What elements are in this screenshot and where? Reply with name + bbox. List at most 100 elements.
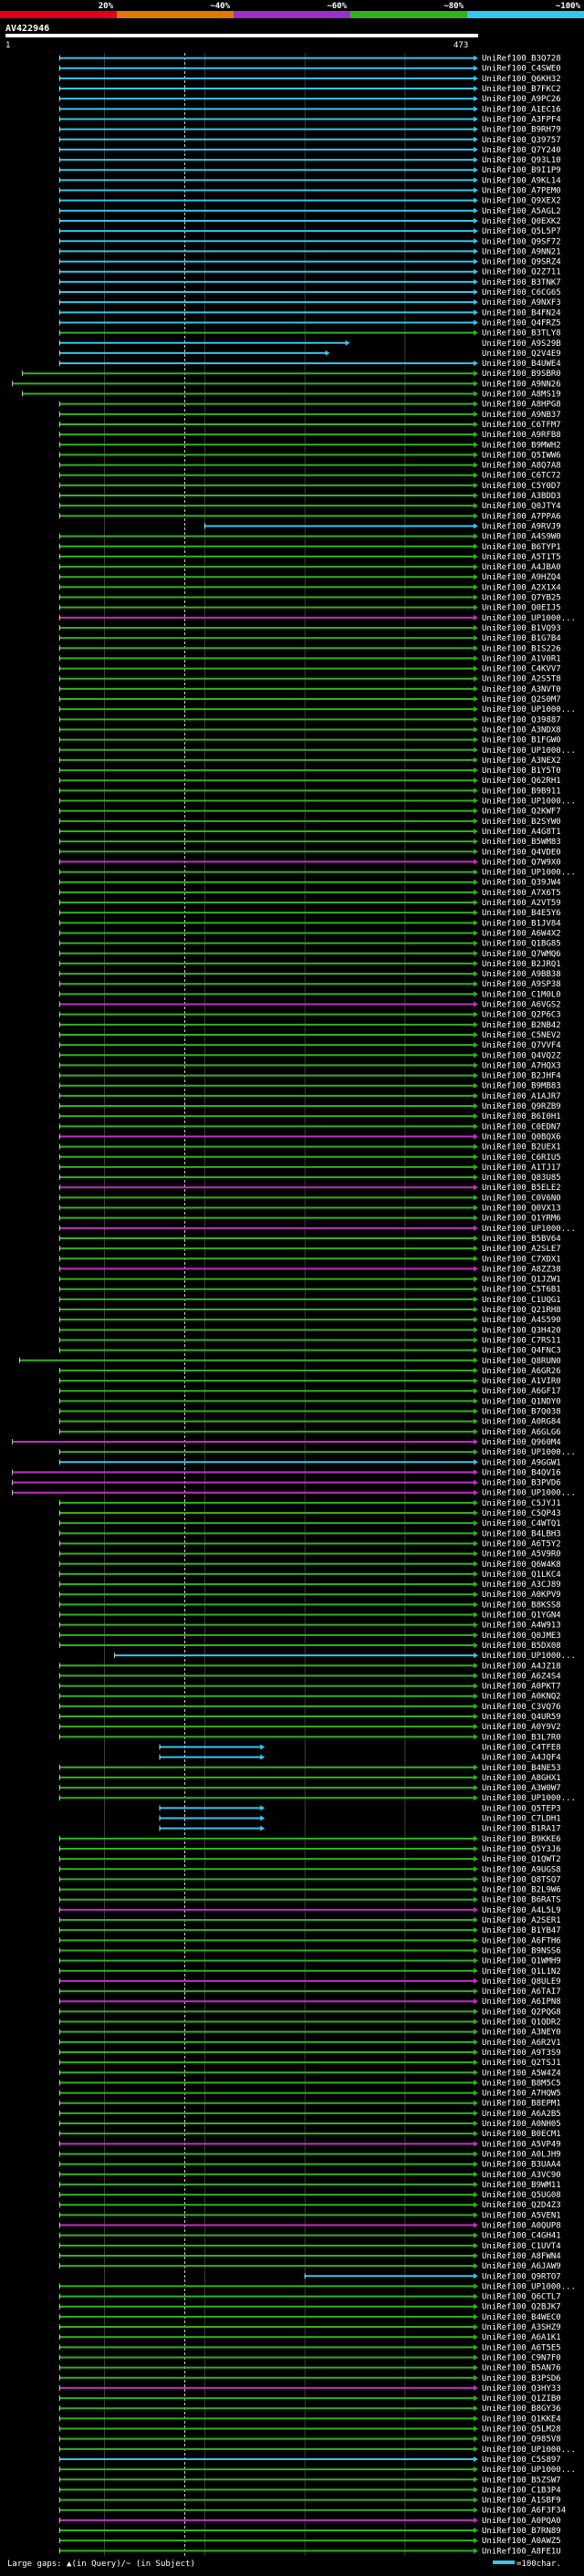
hit-label[interactable]: UniRef100_B1RA17 [482, 1825, 561, 1834]
hit-label[interactable]: UniRef100_B5BV64 [482, 1235, 561, 1244]
hit-label[interactable]: UniRef100_Q9RTO7 [482, 2272, 561, 2281]
hit-row[interactable]: UniRef100_C6TC72 [58, 472, 561, 481]
hit-label[interactable]: UniRef100_Q7Y240 [482, 146, 561, 155]
hit-row[interactable]: UniRef100_A7HQW5 [58, 2090, 561, 2099]
hit-label[interactable]: UniRef100_B9WM11 [482, 2181, 561, 2190]
hit-label[interactable]: UniRef100_A9BB38 [482, 970, 561, 979]
hit-label[interactable]: UniRef100_A1AJR7 [482, 1092, 561, 1101]
hit-label[interactable]: UniRef100_UP1000... [482, 1652, 576, 1661]
hit-label[interactable]: UniRef100_Q1YRM6 [482, 1215, 561, 1224]
hit-row[interactable]: UniRef100_Q2P6C3 [58, 1011, 561, 1020]
hit-label[interactable]: UniRef100_A5W4Z4 [482, 2069, 561, 2078]
hit-row[interactable]: UniRef100_B2SYW0 [58, 818, 561, 827]
hit-label[interactable]: UniRef100_A1VIR0 [482, 1377, 561, 1386]
hit-label[interactable]: UniRef100_C7XDX1 [482, 1255, 561, 1264]
hit-row[interactable]: UniRef100_Q7Y240 [58, 146, 561, 155]
hit-row[interactable]: UniRef100_A1TJ17 [58, 1163, 561, 1173]
hit-label[interactable]: UniRef100_UP1000... [482, 2282, 576, 2291]
hit-label[interactable]: UniRef100_B6TYP1 [482, 543, 561, 552]
hit-label[interactable]: UniRef100_A0RG84 [482, 1418, 561, 1427]
hit-label[interactable]: UniRef100_B4QV16 [482, 1468, 561, 1477]
hit-row[interactable]: UniRef100_B4WEC0 [58, 2313, 561, 2322]
hit-row[interactable]: UniRef100_Q1JZW1 [58, 1276, 561, 1285]
hit-row[interactable]: UniRef100_B3Q728 [58, 55, 561, 64]
hit-label[interactable]: UniRef100_Q8ULE9 [482, 1977, 561, 1987]
hit-label[interactable]: UniRef100_Q1WMH9 [482, 1957, 561, 1966]
hit-row[interactable]: UniRef100_B8EPM1 [58, 2100, 561, 2109]
hit-row[interactable]: UniRef100_A8FE1U [58, 2547, 561, 2556]
hit-label[interactable]: UniRef100_A2SLE7 [482, 1245, 561, 1254]
hit-label[interactable]: UniRef100_A0AWZ5 [482, 2537, 561, 2546]
hit-row[interactable]: UniRef100_A9HZQ4 [58, 573, 561, 582]
hit-row[interactable]: UniRef100_C7XDX1 [58, 1255, 561, 1264]
hit-row[interactable]: UniRef100_A5VP49 [58, 2140, 561, 2149]
hit-label[interactable]: UniRef100_A5AGL2 [482, 207, 561, 216]
hit-row[interactable]: UniRef100_UP1000... [58, 869, 576, 878]
hit-label[interactable]: UniRef100_A6F3F34 [482, 2507, 566, 2516]
hit-label[interactable]: UniRef100_Q7YB25 [482, 594, 561, 603]
hit-row[interactable]: UniRef100_A8FWN4 [58, 2252, 561, 2261]
hit-row[interactable]: UniRef100_A6A2B5 [58, 2110, 561, 2119]
hit-row[interactable]: UniRef100_A8GHX1 [58, 1774, 561, 1783]
hit-label[interactable]: UniRef100_Q5IWW6 [482, 451, 561, 460]
hit-label[interactable]: UniRef100_A6T5Y2 [482, 1539, 561, 1549]
hit-label[interactable]: UniRef100_A4S590 [482, 1316, 561, 1325]
hit-row[interactable]: UniRef100_A7X6T5 [58, 889, 561, 898]
hit-row[interactable]: UniRef100_B2JRQ1 [58, 960, 561, 969]
hit-label[interactable]: UniRef100_A5V9R0 [482, 1550, 561, 1559]
hit-label[interactable]: UniRef100_A9NB37 [482, 411, 561, 420]
hit-label[interactable]: UniRef100_C1UQG1 [482, 1296, 561, 1305]
hit-row[interactable]: UniRef100_A9NXF3 [58, 298, 561, 308]
hit-label[interactable]: UniRef100_UP1000... [482, 1489, 576, 1498]
hit-row[interactable]: UniRef100_A0PKT7 [58, 1683, 561, 1692]
hit-label[interactable]: UniRef100_B2NB42 [482, 1021, 561, 1030]
hit-label[interactable]: UniRef100_B1FGW0 [482, 736, 561, 746]
hit-row[interactable]: UniRef100_Q0EIJ5 [58, 604, 561, 613]
hit-label[interactable]: UniRef100_B4LBH3 [482, 1529, 561, 1538]
hit-label[interactable]: UniRef100_B1VQ93 [482, 624, 561, 633]
hit-row[interactable]: UniRef100_A3BDD3 [58, 492, 561, 501]
hit-row[interactable]: UniRef100_Q7WMQ6 [58, 950, 561, 959]
hit-row[interactable]: UniRef100_A5VEN1 [58, 2211, 561, 2220]
hit-label[interactable]: UniRef100_B4NE53 [482, 1764, 561, 1773]
hit-row[interactable]: UniRef100_Q2TSJ1 [58, 2059, 561, 2068]
hit-label[interactable]: UniRef100_A9UGS8 [482, 1865, 561, 1874]
hit-row[interactable]: UniRef100_A3SHZ9 [58, 2323, 561, 2332]
hit-row[interactable]: UniRef100_UP1000... [58, 2282, 576, 2291]
hit-label[interactable]: UniRef100_A3VC90 [482, 2171, 561, 2180]
hit-row[interactable]: UniRef100_A4JZ18 [58, 1662, 561, 1671]
hit-row[interactable]: UniRef100_C1M0L0 [58, 990, 561, 999]
hit-row[interactable]: UniRef100_Q83U85 [58, 1173, 561, 1183]
hit-label[interactable]: UniRef100_C6TC72 [482, 472, 561, 481]
hit-label[interactable]: UniRef100_A0PKT7 [482, 1683, 561, 1692]
hit-label[interactable]: UniRef100_Q2TSJ1 [482, 2059, 561, 2068]
hit-row[interactable]: UniRef100_A3NEX2 [58, 756, 561, 766]
hit-row[interactable]: UniRef100_Q1NDY0 [58, 1397, 561, 1406]
hit-row[interactable]: UniRef100_C1UVT4 [58, 2242, 561, 2251]
hit-row[interactable]: UniRef100_A0NH05 [58, 2120, 561, 2129]
hit-row[interactable]: UniRef100_Q960M4 [12, 1438, 561, 1447]
hit-row[interactable]: UniRef100_B9WM11 [58, 2181, 561, 2190]
hit-label[interactable]: UniRef100_B3PVD6 [482, 1479, 561, 1488]
hit-row[interactable]: UniRef100_Q4FRZ5 [58, 318, 561, 328]
hit-label[interactable]: UniRef100_A3SHZ9 [482, 2323, 561, 2332]
hit-row[interactable]: UniRef100_A9PC26 [58, 95, 561, 104]
hit-label[interactable]: UniRef100_UP1000... [482, 2446, 576, 2455]
hit-label[interactable]: UniRef100_A4G8T1 [482, 828, 561, 837]
hit-row[interactable]: UniRef100_UP1000... [58, 2446, 576, 2455]
hit-row[interactable]: UniRef100_C1B3P4 [58, 2486, 561, 2495]
hit-row[interactable]: UniRef100_A3W0W7 [58, 1784, 561, 1793]
hit-label[interactable]: UniRef100_A3FPF4 [482, 115, 561, 124]
hit-row[interactable]: UniRef100_A4JQF4 [159, 1754, 561, 1763]
hit-row[interactable]: UniRef100_A0Y9V2 [58, 1723, 561, 1732]
hit-row[interactable]: UniRef100_B6I0H1 [58, 1112, 561, 1121]
hit-row[interactable]: UniRef100_B3PSD6 [58, 2374, 561, 2383]
hit-row[interactable]: UniRef100_Q3H420 [58, 1326, 561, 1335]
hit-label[interactable]: UniRef100_A9KL14 [482, 176, 561, 185]
hit-label[interactable]: UniRef100_Q7WMQ6 [482, 950, 561, 959]
hit-row[interactable]: UniRef100_Q9SF72 [58, 237, 561, 246]
hit-row[interactable]: UniRef100_A6Z4S4 [58, 1672, 561, 1681]
hit-row[interactable]: UniRef100_Q7W9X0 [58, 858, 561, 867]
hit-label[interactable]: UniRef100_A4JZ18 [482, 1662, 561, 1671]
hit-row[interactable]: UniRef100_A8HPG8 [58, 401, 561, 410]
